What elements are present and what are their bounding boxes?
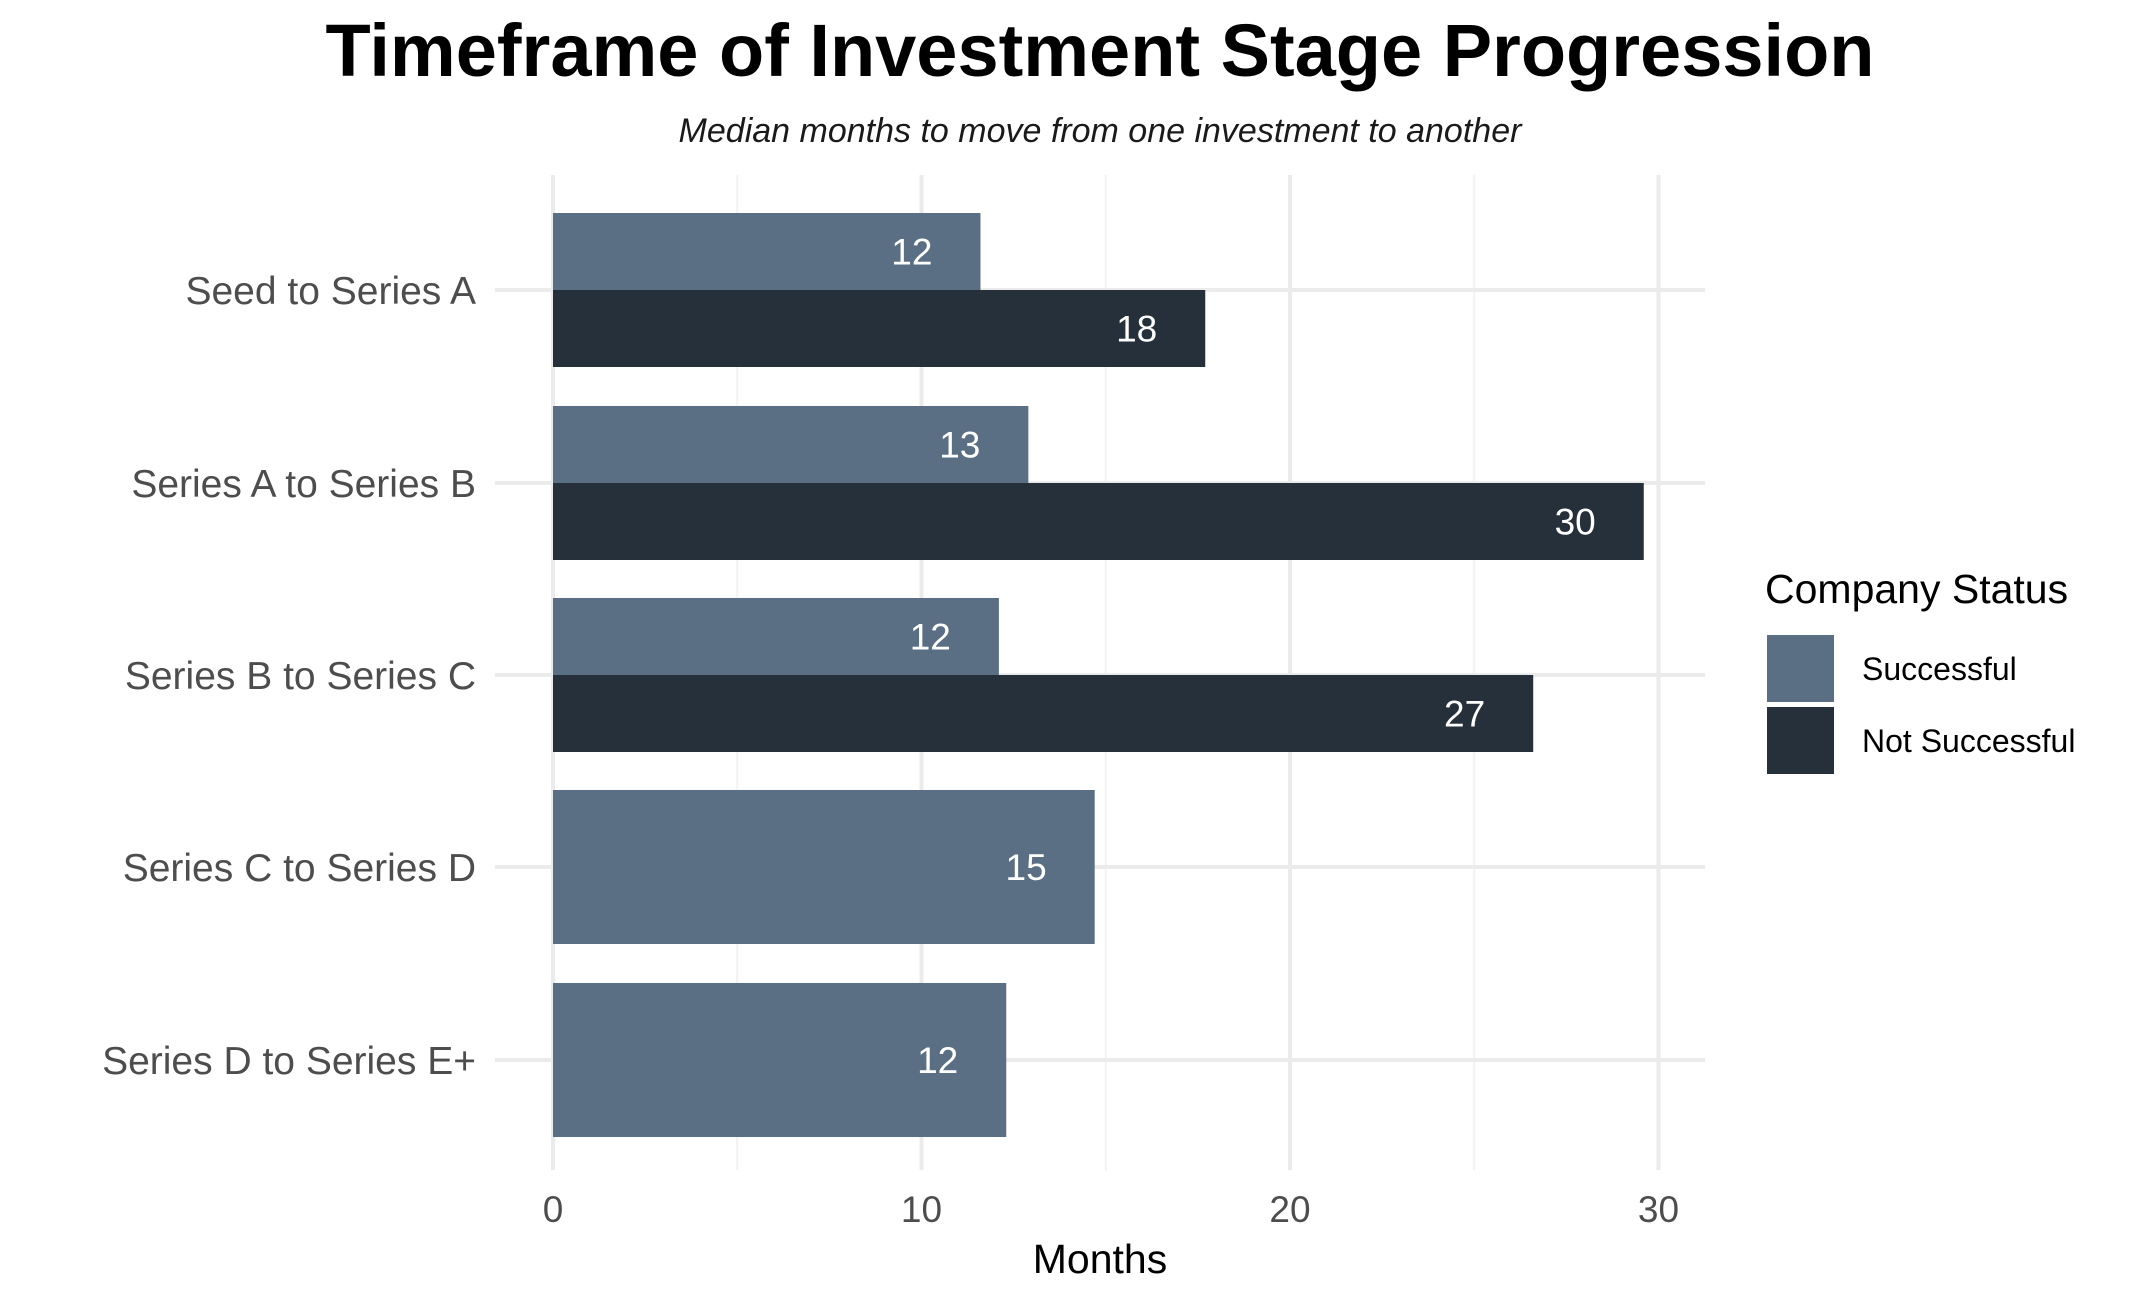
x-tick-label: 30 xyxy=(1638,1189,1679,1230)
legend-title: Company Status xyxy=(1765,566,2068,612)
legend-swatch xyxy=(1767,707,1834,774)
legend-items: Successful Not Successful xyxy=(1767,635,2075,774)
y-tick-label: Seed to Series A xyxy=(185,270,476,313)
chart-subtitle: Median months to move from one investmen… xyxy=(679,112,1524,150)
x-tick-label: 0 xyxy=(543,1189,564,1230)
bar-labels: 12 18 13 30 12 27 15 12 xyxy=(891,232,1595,1082)
bar-successful xyxy=(553,790,1095,944)
y-tick-label: Series A to Series B xyxy=(131,463,476,506)
legend-label: Not Successful xyxy=(1862,723,2075,759)
y-tick-label: Series C to Series D xyxy=(123,847,476,890)
chart-title: Timeframe of Investment Stage Progressio… xyxy=(326,9,1875,92)
bar-not-successful xyxy=(553,675,1534,752)
bar-not-successful xyxy=(553,290,1206,367)
bar-value-label: 18 xyxy=(1116,309,1157,350)
bar-value-label: 12 xyxy=(917,1040,958,1081)
bar-successful xyxy=(553,406,1029,483)
x-axis: 0 10 20 30 xyxy=(543,1189,1679,1230)
legend: Company Status Successful Not Successful xyxy=(1765,566,2075,774)
y-axis: Seed to Series A Series A to Series B Seri… xyxy=(102,270,476,1083)
x-axis-title: Months xyxy=(1033,1236,1167,1282)
bar-value-label: 30 xyxy=(1555,502,1596,543)
legend-label: Successful xyxy=(1862,651,2017,687)
x-tick-label: 20 xyxy=(1269,1189,1310,1230)
y-tick-label: Series B to Series C xyxy=(125,655,476,698)
bar-not-successful xyxy=(553,483,1644,560)
bar-successful xyxy=(553,983,1007,1137)
bar-successful xyxy=(553,598,999,675)
legend-swatch xyxy=(1767,635,1834,702)
y-tick-label: Series D to Series E+ xyxy=(102,1040,476,1083)
bar-value-label: 27 xyxy=(1444,694,1485,735)
bars xyxy=(553,213,1644,1137)
bar-value-label: 15 xyxy=(1006,847,1047,888)
bar-value-label: 12 xyxy=(891,232,932,273)
bar-value-label: 13 xyxy=(939,425,980,466)
bar-successful xyxy=(553,213,981,290)
bar-value-label: 12 xyxy=(910,617,951,658)
x-tick-label: 10 xyxy=(901,1189,942,1230)
